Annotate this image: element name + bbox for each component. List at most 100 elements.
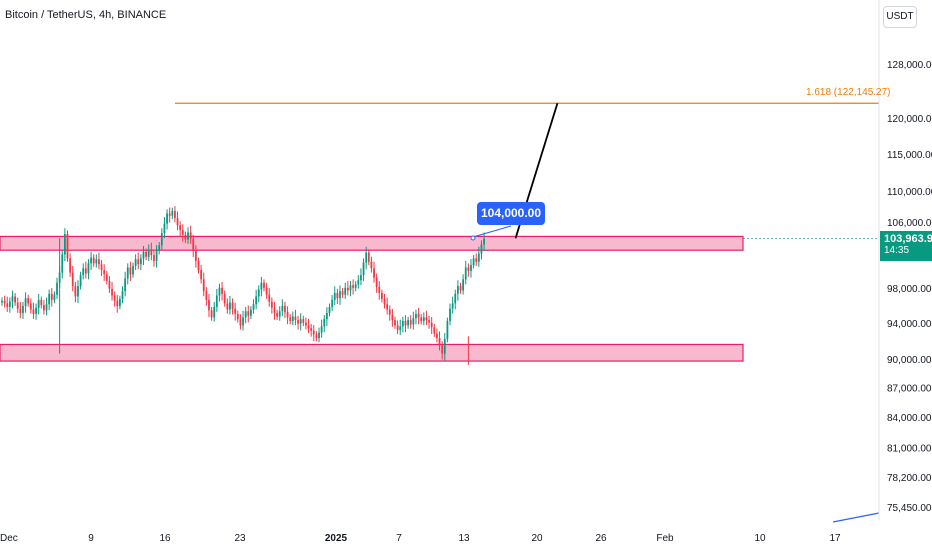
candle-body — [399, 326, 402, 330]
candle-body — [74, 286, 77, 297]
candle-body — [22, 305, 24, 314]
candle-body — [250, 309, 252, 316]
candle-body — [383, 299, 386, 305]
candle-body — [286, 312, 289, 318]
candle-body — [409, 320, 412, 325]
candle-body — [160, 233, 163, 246]
candle-body — [255, 296, 258, 305]
candle-body — [50, 293, 53, 300]
candle-body — [179, 225, 182, 231]
candle-body — [441, 345, 444, 354]
candle-body — [331, 299, 334, 307]
candle-body — [200, 270, 203, 280]
time-tick-label: Feb — [656, 533, 674, 544]
candle-body — [470, 265, 472, 271]
candle-body — [477, 253, 480, 262]
candle-body — [428, 320, 430, 323]
candle-body — [45, 304, 48, 311]
candle-body — [370, 261, 373, 269]
time-tick-label: 7 — [396, 533, 402, 544]
candle-body — [339, 291, 341, 299]
candle-body — [346, 287, 349, 291]
candle-body — [404, 320, 407, 326]
candle-body — [129, 267, 132, 275]
candle-body — [446, 320, 449, 339]
candle-body — [373, 268, 375, 278]
bar-countdown: 14:35 — [884, 245, 910, 256]
candle-body — [6, 303, 9, 307]
candle-body — [150, 249, 153, 256]
candle-body — [32, 309, 35, 314]
candle-body — [1, 300, 3, 303]
candle-body — [388, 309, 391, 315]
candle-body — [354, 284, 357, 288]
candle-body — [378, 286, 381, 293]
support-resistance-zones[interactable] — [0, 235, 744, 362]
candle-body — [349, 285, 352, 291]
candle-body — [302, 319, 305, 323]
candle-body — [231, 302, 234, 309]
candle-body — [273, 307, 276, 314]
candle-body — [147, 249, 150, 257]
time-tick-label: 13 — [458, 533, 470, 544]
candle-body — [61, 254, 64, 273]
time-tick-label: 16 — [159, 533, 171, 544]
candle-body — [92, 257, 95, 264]
candle-body — [333, 292, 336, 300]
candle-body — [53, 294, 56, 300]
candle-body — [132, 265, 134, 275]
symbol-title[interactable]: Bitcoin / TetherUS, 4h, BINANCE — [5, 9, 167, 21]
candle-body — [100, 264, 103, 271]
candle-body — [362, 262, 365, 276]
candle-body — [119, 299, 121, 306]
candle-body — [396, 325, 399, 330]
candle-body — [194, 251, 197, 261]
candle-body — [108, 281, 111, 289]
price-tick-label: 120,000.00 — [887, 114, 932, 125]
candle-body — [213, 306, 216, 318]
time-tick-label: 23 — [234, 533, 246, 544]
time-axis[interactable]: Dec 9 16 23 2025 7 13 20 26 Feb 10 17 — [0, 533, 841, 544]
candle-body — [415, 313, 417, 319]
candle-body — [137, 259, 140, 265]
candle-body — [126, 267, 129, 279]
last-price-badge: 103,963.98 14:35 — [880, 231, 932, 261]
candle-body — [24, 298, 27, 306]
candle-body — [315, 334, 318, 339]
candle-body — [153, 255, 155, 261]
candle-body — [98, 259, 100, 265]
candle-body — [142, 251, 145, 259]
candle-body — [307, 325, 310, 329]
candle-body — [184, 234, 187, 240]
currency-button[interactable]: USDT — [883, 6, 917, 28]
candle-body — [305, 322, 307, 326]
candle-body — [367, 252, 370, 262]
candle-body — [312, 330, 315, 335]
candle-body — [483, 238, 485, 245]
price-tick-label: 81,000.00 — [887, 444, 932, 455]
candle-body — [464, 267, 467, 280]
price-tick-label: 106,000.00 — [887, 218, 932, 229]
candle-body — [181, 230, 184, 235]
candle-body — [284, 305, 286, 313]
price-axis[interactable]: 128,000.00 120,000.00 115,000.00 110,000.00… — [878, 0, 932, 520]
price-tick-label: 75,450.00 — [887, 503, 932, 514]
candle-body — [40, 299, 43, 306]
candle-body — [480, 244, 483, 254]
price-callout[interactable]: 104,000.00 — [477, 202, 545, 225]
candle-body — [320, 326, 323, 333]
candle-body — [121, 291, 124, 300]
candle-body — [82, 268, 85, 276]
drawings[interactable] — [175, 102, 880, 523]
candle-body — [158, 245, 161, 252]
candle-body — [443, 338, 446, 354]
candle-body — [425, 317, 428, 321]
candle-body — [192, 238, 195, 252]
candle-body — [155, 251, 158, 261]
candle-body — [299, 319, 302, 324]
candle-body — [48, 293, 51, 305]
candle-body — [270, 301, 273, 308]
candle-body — [171, 211, 174, 216]
candle-body — [87, 263, 90, 274]
